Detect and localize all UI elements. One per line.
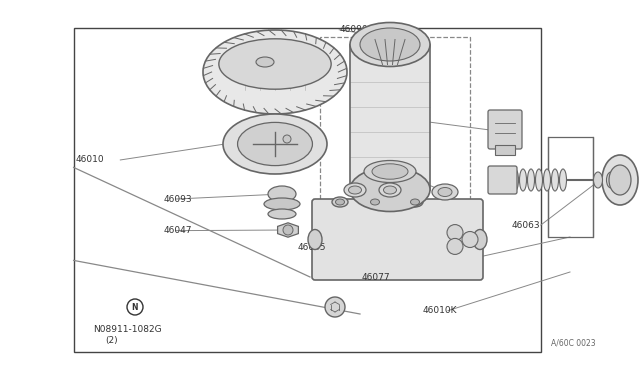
Ellipse shape [559, 169, 566, 191]
Bar [74, 28, 541, 352]
Ellipse shape [332, 197, 348, 207]
Text: 46010K: 46010K [422, 306, 457, 315]
Ellipse shape [607, 172, 616, 188]
Ellipse shape [335, 199, 344, 205]
Ellipse shape [256, 57, 274, 67]
Ellipse shape [432, 184, 458, 200]
Circle shape [325, 297, 345, 317]
Text: (2): (2) [106, 336, 118, 345]
Text: N: N [132, 302, 138, 311]
Ellipse shape [371, 199, 380, 205]
Text: A/60C 0023: A/60C 0023 [550, 339, 595, 348]
Ellipse shape [447, 225, 463, 241]
Ellipse shape [379, 183, 401, 197]
Ellipse shape [593, 172, 602, 188]
Ellipse shape [511, 169, 518, 191]
Ellipse shape [447, 238, 463, 254]
Ellipse shape [203, 30, 347, 114]
Ellipse shape [219, 39, 331, 89]
Ellipse shape [268, 186, 296, 202]
Text: 46048: 46048 [378, 111, 406, 120]
FancyBboxPatch shape [488, 166, 517, 194]
Text: 46093: 46093 [163, 195, 192, 203]
Ellipse shape [223, 114, 327, 174]
Ellipse shape [438, 187, 452, 196]
Ellipse shape [367, 197, 383, 207]
Text: N08911-1082G: N08911-1082G [93, 325, 161, 334]
Circle shape [283, 135, 291, 143]
Bar [495, 145, 515, 155]
Bar [320, 37, 470, 262]
Ellipse shape [383, 186, 397, 194]
Ellipse shape [462, 231, 478, 247]
Ellipse shape [268, 209, 296, 219]
Bar [350, 45, 430, 189]
Ellipse shape [602, 155, 638, 205]
Ellipse shape [543, 169, 550, 191]
Text: 46045: 46045 [358, 161, 387, 170]
Text: 46047: 46047 [163, 226, 192, 235]
Ellipse shape [527, 169, 534, 191]
Ellipse shape [264, 198, 300, 210]
Ellipse shape [364, 160, 416, 183]
Text: 46045: 46045 [298, 243, 326, 252]
Ellipse shape [536, 169, 543, 191]
Ellipse shape [410, 199, 419, 205]
Ellipse shape [210, 74, 340, 86]
Bar [548, 137, 593, 237]
Ellipse shape [407, 197, 423, 207]
Polygon shape [278, 223, 298, 237]
FancyBboxPatch shape [488, 110, 522, 149]
Circle shape [283, 225, 293, 235]
Ellipse shape [308, 230, 322, 250]
Ellipse shape [344, 183, 366, 197]
FancyBboxPatch shape [312, 199, 483, 280]
Ellipse shape [520, 169, 527, 191]
Ellipse shape [237, 122, 312, 166]
Ellipse shape [349, 186, 362, 194]
Text: 46077: 46077 [362, 273, 390, 282]
Text: 46063: 46063 [512, 221, 541, 230]
Ellipse shape [360, 28, 420, 61]
Text: 46090: 46090 [339, 25, 368, 34]
Ellipse shape [350, 167, 430, 212]
Text: 46020: 46020 [275, 44, 304, 53]
Ellipse shape [350, 22, 430, 67]
Circle shape [127, 299, 143, 315]
Ellipse shape [552, 169, 559, 191]
Ellipse shape [372, 164, 408, 179]
Text: 46010: 46010 [76, 155, 104, 164]
Ellipse shape [473, 230, 487, 250]
Ellipse shape [609, 165, 631, 195]
